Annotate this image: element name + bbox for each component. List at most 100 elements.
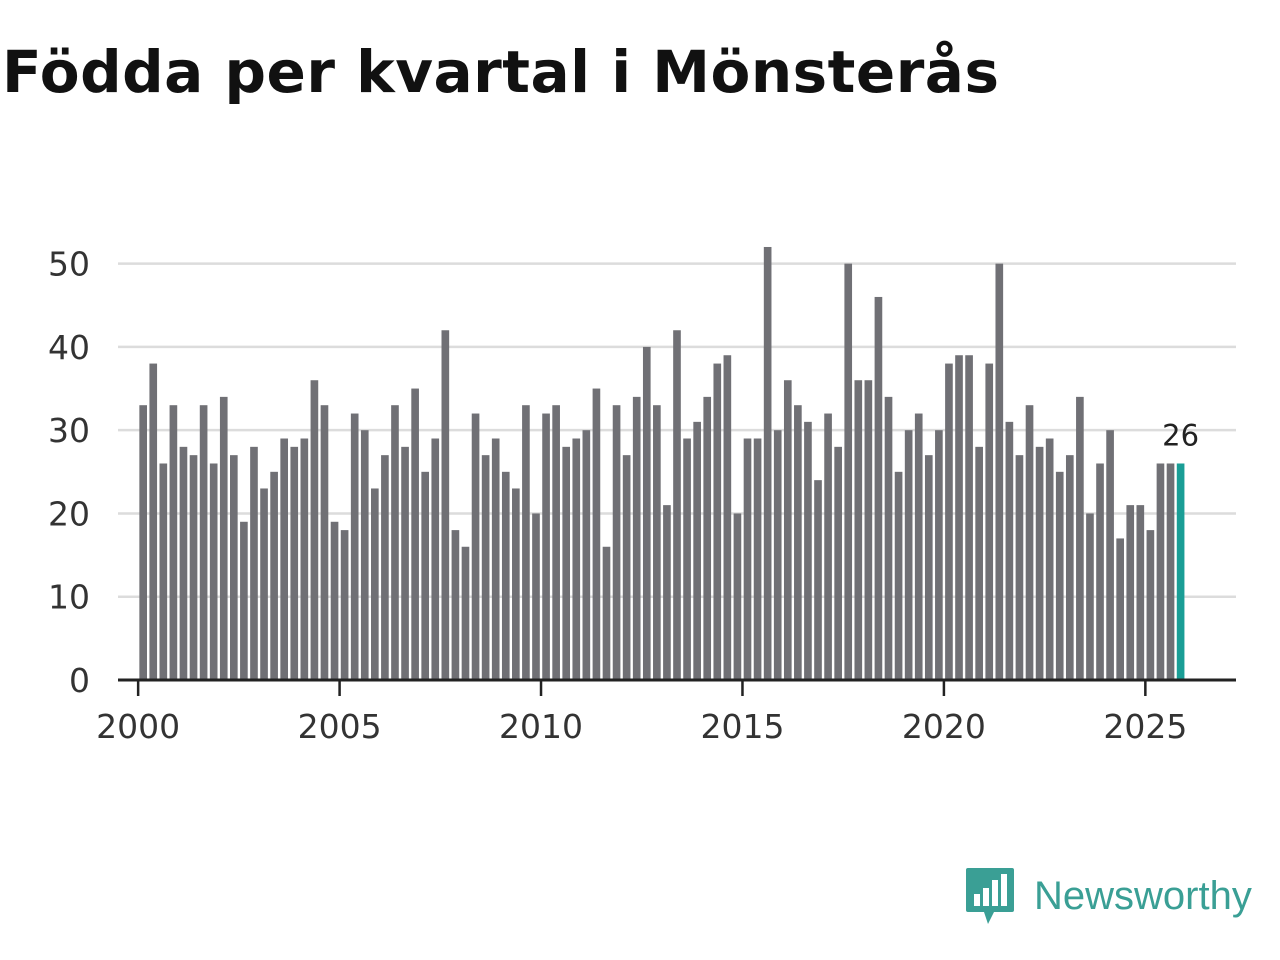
- bar: [552, 405, 560, 680]
- y-tick-label-0: 0: [69, 661, 90, 700]
- bar: [763, 246, 772, 681]
- bar: [300, 438, 309, 680]
- bar: [532, 513, 540, 680]
- bar: [824, 413, 832, 680]
- x-tick-label-2020: 2020: [902, 707, 986, 746]
- bar: [169, 405, 178, 680]
- bar: [199, 405, 208, 680]
- bar: [139, 405, 147, 680]
- bar: [663, 505, 671, 680]
- newsworthy-brand[interactable]: Newsworthy: [964, 866, 1252, 926]
- bar: [411, 388, 419, 680]
- bar: [149, 363, 158, 680]
- bar: [622, 455, 631, 680]
- bar-highlight: [1176, 463, 1185, 680]
- bar: [451, 530, 460, 680]
- bar: [1136, 505, 1145, 680]
- bar: [723, 355, 732, 680]
- bar: [602, 546, 611, 680]
- bar: [1156, 463, 1165, 680]
- bar: [924, 455, 933, 680]
- bar: [894, 471, 903, 680]
- newsworthy-logo-icon: [966, 868, 1014, 924]
- bar: [632, 396, 641, 680]
- bar: [673, 330, 681, 680]
- bar: [683, 438, 691, 680]
- x-tick-label-2000: 2000: [96, 707, 180, 746]
- bar: [360, 430, 369, 680]
- bar: [834, 446, 842, 680]
- bar: [884, 396, 893, 680]
- bar: [461, 546, 470, 680]
- bar: [965, 355, 973, 680]
- bar: [642, 346, 651, 680]
- bar: [703, 396, 712, 680]
- bar: [864, 380, 873, 680]
- bar: [209, 463, 218, 680]
- labels: 0 10 20 30 40 50 26 2000 2005 2010 2015 2020 2025: [48, 245, 1199, 746]
- y-tick-label-20: 20: [48, 494, 90, 533]
- y-tick-label-10: 10: [48, 578, 90, 617]
- bar: [542, 413, 550, 680]
- bar: [391, 405, 399, 680]
- data-label-last: 26: [1162, 418, 1199, 452]
- bar: [431, 438, 440, 680]
- bar: [340, 530, 349, 680]
- bar: [512, 488, 520, 680]
- bar: [421, 471, 430, 680]
- bar: [753, 438, 762, 680]
- bar: [441, 330, 450, 680]
- bar: [371, 488, 379, 680]
- bar: [260, 488, 268, 680]
- bar: [270, 471, 278, 680]
- bar: [733, 513, 742, 680]
- bar: [1055, 471, 1064, 680]
- bar: [189, 455, 198, 680]
- bar: [1076, 396, 1084, 680]
- bar: [381, 455, 389, 680]
- bar: [320, 405, 329, 680]
- bar: [491, 438, 500, 680]
- bars: [139, 246, 1185, 681]
- bar: [794, 405, 802, 680]
- bar: [945, 363, 953, 680]
- bar: [955, 355, 963, 680]
- bar: [240, 521, 248, 680]
- bar: [481, 455, 490, 680]
- bar: [935, 430, 943, 680]
- bar: [230, 455, 238, 680]
- bar: [522, 405, 530, 680]
- bar: [250, 446, 258, 680]
- bar: [612, 405, 621, 680]
- bar: [179, 446, 188, 680]
- y-tick-label-40: 40: [48, 328, 90, 367]
- bar: [854, 380, 863, 680]
- bar: [401, 446, 409, 680]
- bar: [904, 430, 913, 680]
- bar: [874, 296, 883, 680]
- bar: [280, 438, 289, 680]
- x-tick-label-2025: 2025: [1103, 707, 1187, 746]
- bar: [1146, 530, 1155, 680]
- bar: [310, 380, 319, 680]
- x-tick-label-2010: 2010: [499, 707, 583, 746]
- bar: [844, 263, 853, 680]
- bar: [713, 363, 722, 680]
- x-tick-label-2015: 2015: [700, 707, 784, 746]
- bar: [1035, 446, 1044, 680]
- axes: [118, 678, 1236, 696]
- bar: [1086, 513, 1094, 680]
- bar: [693, 421, 701, 680]
- chart-title: Födda per kvartal i Mönsterås: [2, 38, 1000, 106]
- bar: [572, 438, 581, 680]
- bar: [1126, 505, 1135, 680]
- bar: [814, 480, 822, 680]
- bar: [1045, 438, 1054, 680]
- bar: [914, 413, 923, 680]
- bar: [985, 363, 994, 680]
- bar: [592, 388, 601, 680]
- bar: [1025, 405, 1034, 680]
- y-tick-label-50: 50: [48, 245, 90, 284]
- bar: [501, 471, 510, 680]
